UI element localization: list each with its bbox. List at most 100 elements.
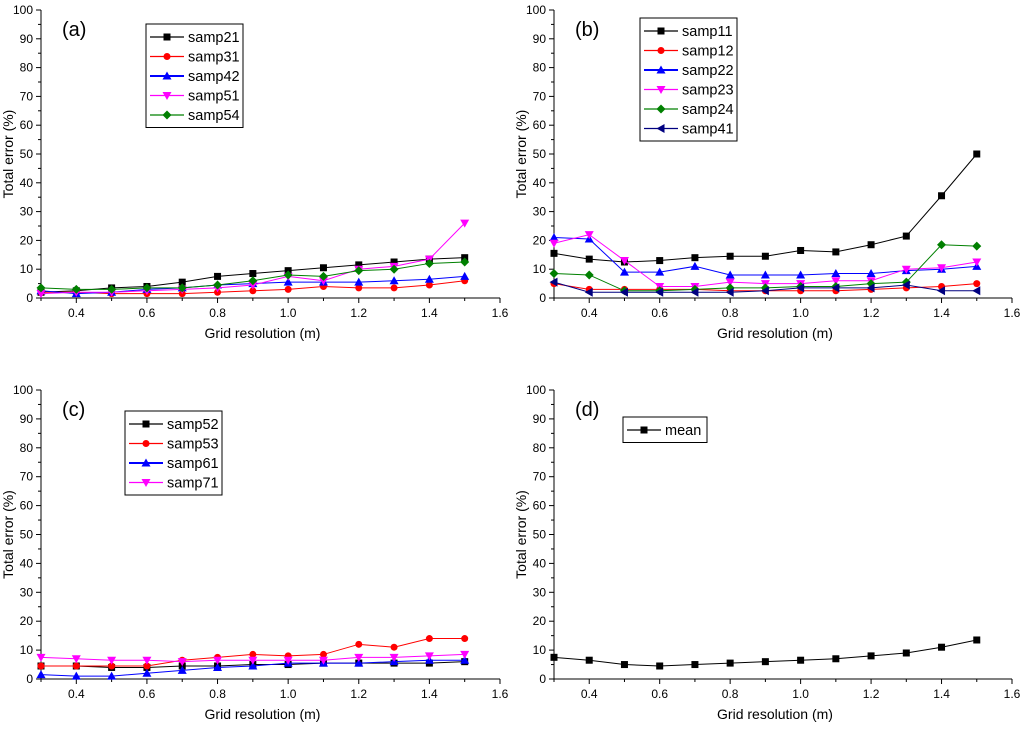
y-tick-label: 90 [533, 32, 547, 46]
x-tick-label: 1.6 [492, 306, 509, 320]
data-point [177, 665, 187, 674]
data-point [725, 270, 735, 279]
legend-label: samp23 [682, 83, 734, 99]
y-tick-label: 40 [20, 176, 34, 190]
data-point [389, 653, 399, 662]
legend-marker [656, 104, 666, 114]
data-point [71, 671, 81, 680]
data-point [585, 255, 593, 263]
data-point [973, 636, 981, 644]
y-tick-label: 20 [20, 614, 34, 628]
y-tick-label: 30 [533, 205, 547, 219]
data-point [319, 264, 327, 272]
y-tick-label: 10 [533, 262, 547, 276]
legend-label: mean [665, 423, 701, 439]
y-tick-label: 60 [533, 118, 547, 132]
y-axis-title: Total error (%) [0, 110, 16, 199]
legend-label: samp54 [188, 108, 240, 124]
x-tick-label: 1.4 [933, 306, 950, 320]
x-tick-label: 0.8 [209, 687, 226, 701]
x-tick-label: 1.6 [1004, 306, 1021, 320]
data-point [354, 658, 364, 667]
y-axis-title: Total error (%) [0, 490, 16, 579]
x-tick-label: 0.6 [139, 306, 156, 320]
x-tick-label: 0.8 [209, 306, 226, 320]
data-point [318, 656, 328, 665]
x-tick-label: 0.4 [581, 687, 598, 701]
data-point [177, 658, 187, 667]
data-point [283, 656, 293, 665]
legend-label: samp71 [167, 476, 219, 492]
data-point [760, 270, 770, 279]
data-point [761, 658, 769, 666]
data-point [832, 248, 840, 256]
data-point [831, 277, 841, 286]
y-tick-label: 80 [533, 61, 547, 75]
series-samp51 [36, 219, 470, 299]
x-tick-label: 0.6 [651, 306, 668, 320]
legend-box [124, 410, 223, 496]
legend-box [639, 17, 738, 142]
data-point [760, 286, 769, 296]
legend-marker [141, 479, 151, 487]
data-point [424, 652, 434, 661]
legend-marker [656, 86, 666, 94]
series-samp71 [36, 650, 470, 667]
x-tick-label: 0.4 [68, 306, 85, 320]
data-point [655, 267, 665, 276]
x-tick-label: 1.2 [350, 306, 367, 320]
data-point [585, 656, 593, 664]
data-point [214, 272, 222, 280]
data-point [107, 284, 117, 294]
y-tick-label: 10 [20, 643, 34, 657]
x-tick-label: 0.8 [722, 687, 739, 701]
data-point [584, 270, 594, 280]
chart-panel-c: 0 10 20 30 40 50 60 70 80 90 100 0.4 0.6 0.8 1.0 1.2 1.4… [0, 383, 509, 722]
data-point [390, 643, 398, 651]
legend-label: samp11 [682, 24, 733, 40]
y-tick-label: 80 [20, 441, 34, 455]
y-tick-label: 0 [539, 672, 546, 686]
x-axis-title: Grid resolution (m) [717, 706, 833, 722]
data-point [424, 274, 434, 283]
data-point [354, 277, 364, 286]
data-point [867, 241, 875, 249]
data-point [549, 233, 559, 242]
y-tick-label: 20 [533, 614, 547, 628]
y-tick-label: 50 [533, 147, 547, 161]
y-tick-label: 30 [20, 585, 34, 599]
data-point [319, 650, 327, 658]
x-tick-label: 1.4 [933, 687, 950, 701]
data-point [549, 269, 559, 279]
data-point [460, 219, 470, 228]
data-point [107, 671, 117, 680]
data-point [901, 280, 910, 290]
data-point [36, 290, 46, 299]
data-point [355, 284, 363, 292]
data-point [389, 264, 399, 274]
data-point [71, 655, 81, 664]
data-point [177, 283, 187, 293]
series-samp23 [549, 231, 982, 291]
data-point [938, 192, 946, 200]
data-point [460, 655, 470, 664]
legend: samp11 samp12 samp22 samp23 samp24 samp41 [639, 17, 738, 142]
panel-label: (b) [575, 19, 599, 41]
data-point [726, 252, 734, 260]
data-point [355, 261, 363, 269]
data-point [690, 261, 700, 270]
data-point [797, 246, 805, 254]
y-tick-label: 90 [533, 412, 547, 426]
series-line [553, 153, 978, 263]
x-axis-title: Grid resolution (m) [205, 325, 321, 341]
data-point [36, 653, 46, 662]
data-point [937, 264, 947, 273]
data-point [796, 283, 805, 293]
data-point [901, 265, 911, 274]
x-tick-label: 1.6 [1004, 687, 1021, 701]
y-tick-label: 100 [13, 383, 33, 397]
legend-label: samp24 [682, 102, 734, 118]
y-tick-label: 100 [13, 3, 33, 17]
y-tick-label: 30 [20, 205, 34, 219]
data-point [425, 281, 433, 289]
